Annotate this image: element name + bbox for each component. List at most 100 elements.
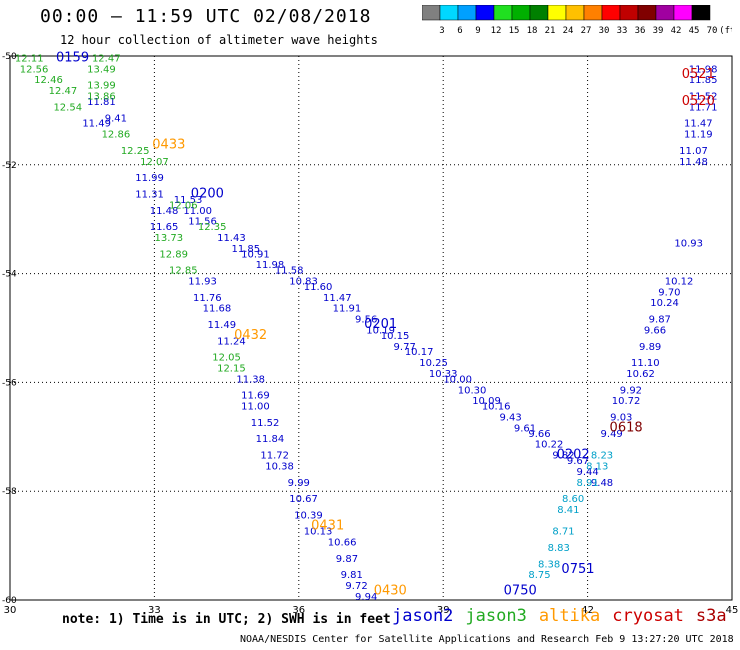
wave-height-label: 11.99: [135, 173, 164, 184]
pass-time-label: 0200: [191, 186, 224, 201]
wave-height-label: 11.48: [679, 157, 708, 168]
wave-height-label: 11.69: [241, 391, 270, 402]
wave-height-label: 11.48: [150, 206, 179, 217]
wave-height-label: 11.31: [135, 189, 164, 200]
wave-height-label: 9.56: [355, 315, 377, 326]
plot-frame: [9, 55, 733, 601]
colorbar-label: 24: [563, 26, 574, 35]
colorbar-swatch: [691, 5, 711, 21]
wave-height-label: 11.98: [256, 260, 285, 271]
wave-height-label: 9.72: [345, 581, 367, 592]
wave-height-label: 9.82: [552, 451, 574, 462]
wave-height-label: 11.19: [684, 130, 713, 141]
colorbar-label: 42: [671, 26, 682, 35]
wave-height-label: 10.67: [289, 494, 318, 505]
wave-height-label: 11.52: [251, 418, 280, 429]
pass-time-label: 0618: [610, 420, 643, 435]
wave-height-label: 9.61: [514, 423, 536, 434]
wave-height-label: 10.17: [405, 347, 434, 358]
colorbar-label: 15: [509, 26, 520, 35]
pass-time-label: 0521: [682, 67, 715, 82]
pass-time-label: 0750: [504, 584, 537, 599]
wave-height-label: 8.13: [586, 461, 608, 472]
wave-height-label: 11.85: [232, 244, 261, 255]
wave-height-label: 9.03: [610, 412, 632, 423]
wave-height-label: 11.07: [679, 146, 708, 157]
wave-height-label: 11.93: [188, 276, 217, 287]
wave-height-label: 10.39: [294, 510, 323, 521]
colorbar-label: 36: [635, 26, 646, 35]
wave-height-label: 9.44: [576, 467, 598, 478]
colorbar-label: 30: [599, 26, 610, 35]
legend-altika: altika: [538, 606, 601, 626]
wave-height-label: 9.49: [601, 429, 623, 440]
colorbar-label: 70: [707, 26, 718, 35]
wave-height-label: 13.86: [87, 92, 116, 103]
wave-height-label: 12.07: [140, 157, 169, 168]
pass-time-label: 0751: [561, 562, 594, 577]
wave-height-label: 10.30: [458, 385, 487, 396]
pass-time-label: 0430: [374, 584, 407, 599]
wave-height-label: 8.60: [562, 494, 584, 505]
colorbar-label: 6: [457, 26, 462, 35]
colorbar-label: 21: [545, 26, 556, 35]
wave-height-label: 9.81: [341, 570, 363, 581]
wave-height-label: 12.25: [121, 146, 150, 157]
pass-time-label: 0433: [152, 137, 185, 152]
wave-height-label: 9.99: [288, 478, 310, 489]
colorbar-label: (ft): [719, 26, 732, 35]
colorbar-label: 3: [439, 26, 444, 35]
legend-jason3: jason3: [465, 606, 527, 626]
wave-height-label: 11.60: [304, 282, 333, 293]
wave-height-label: 8.83: [548, 543, 570, 554]
wave-height-label: 11.53: [174, 195, 203, 206]
wave-height-label: 10.62: [626, 369, 655, 380]
wave-height-label: 10.93: [674, 238, 703, 249]
x-tick-label: 33: [148, 605, 161, 616]
wave-height-label: 11.76: [193, 293, 222, 304]
wave-height-label: 11.56: [188, 217, 217, 228]
wave-height-label: 11.00: [183, 206, 212, 217]
wave-height-label: 9.87: [649, 315, 671, 326]
y-tick-label: -60: [2, 596, 17, 606]
wave-height-label: 9.89: [639, 342, 661, 353]
wave-height-label: 12.85: [169, 266, 198, 277]
wave-height-label: 10.38: [265, 461, 294, 472]
colorbar-label: 27: [581, 26, 592, 35]
x-tick-label: 42: [581, 605, 594, 616]
legend-jason2: jason2: [392, 606, 454, 626]
wave-height-label: 11.43: [217, 233, 246, 244]
pass-time-label: 0520: [682, 94, 715, 109]
wave-height-label: 10.12: [665, 276, 694, 287]
wave-height-label: 9.92: [620, 385, 642, 396]
wave-height-label: 9.67: [567, 456, 589, 467]
wave-height-label: 8.41: [557, 505, 579, 516]
wave-height-label: 13.99: [87, 81, 116, 92]
wave-height-label: 11.10: [631, 358, 660, 369]
wave-height-label: 11.38: [236, 374, 265, 385]
wave-height-label: 11.58: [275, 266, 304, 277]
wave-height-label: 10.09: [472, 396, 501, 407]
x-tick-label: 36: [292, 605, 305, 616]
x-tick-label: 30: [4, 605, 17, 616]
wave-height-label: 12.15: [217, 364, 246, 375]
wave-height-label: 10.13: [304, 527, 333, 538]
wave-height-label: 10.66: [328, 538, 357, 549]
wave-height-label: 10.00: [443, 374, 472, 385]
wave-height-label: 11.47: [684, 119, 713, 130]
colorbar-label: 9: [475, 26, 480, 35]
colorbar-label: 33: [617, 26, 628, 35]
wave-height-label: 11.49: [207, 320, 236, 331]
wave-height-label: 12.47: [49, 86, 78, 97]
wave-height-label: 10.83: [289, 276, 318, 287]
wave-height-label: 9.66: [528, 429, 550, 440]
wave-height-label: 13.49: [87, 64, 116, 75]
wave-height-label: 10.72: [612, 396, 641, 407]
wave-height-label: 10.91: [241, 249, 270, 260]
wave-height-label: 10.25: [419, 358, 448, 369]
wave-height-label: 9.87: [336, 554, 358, 565]
wave-height-label: 12.06: [169, 200, 198, 211]
colorbar-label: 45: [689, 26, 700, 35]
y-tick-label: -54: [2, 270, 17, 280]
